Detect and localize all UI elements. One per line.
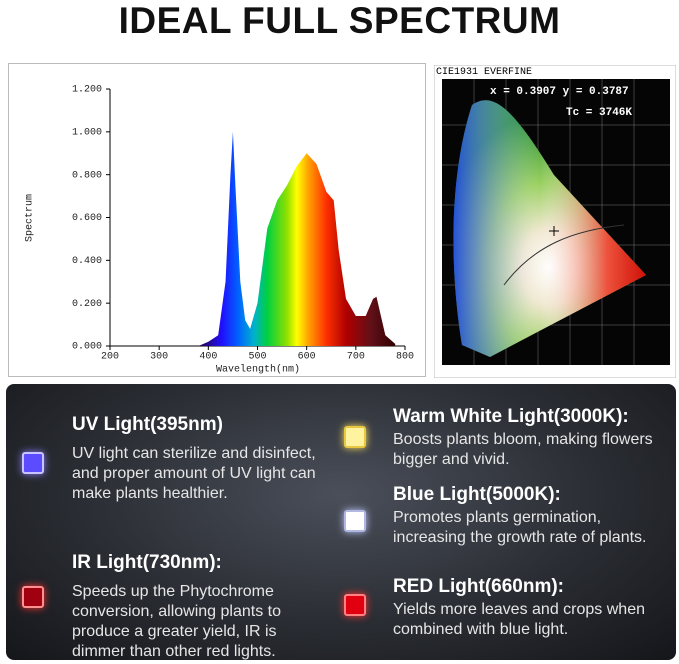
feature-text: Yields more leaves and crops when combin… — [393, 601, 645, 638]
feature: Warm White Light(3000K): Boosts plants b… — [393, 406, 673, 470]
cie-coords: x = 0.3907 y = 0.3787 — [490, 86, 629, 98]
feature: Blue Light(5000K): Promotes plants germi… — [393, 484, 673, 548]
feature-text: Speeds up the Phytochrome conversion, al… — [72, 583, 282, 660]
y-tick-label: 0.000 — [72, 342, 102, 353]
y-tick-label: 1.000 — [72, 127, 102, 138]
feature: IR Light(730nm): Speeds up the Phytochro… — [72, 552, 330, 662]
cie-locus-overlay — [453, 100, 646, 357]
x-tick-label: 800 — [396, 352, 414, 363]
feature-title: RED Light(660nm): — [393, 576, 564, 597]
y-axis-label: Spectrum — [25, 194, 36, 242]
x-tick-label: 600 — [298, 352, 316, 363]
feature-title: IR Light(730nm): — [72, 552, 222, 573]
title: IDEAL FULL SPECTRUM — [118, 0, 561, 41]
y-tick-label: 0.600 — [72, 213, 102, 224]
feature: RED Light(660nm): Yields more leaves and… — [393, 576, 673, 640]
feature-text: Promotes plants germination, increasing … — [393, 509, 647, 546]
x-tick-label: 200 — [101, 352, 119, 363]
y-tick-label: 0.400 — [72, 256, 102, 267]
blue-icon — [344, 510, 366, 532]
y-tick-label: 0.800 — [72, 170, 102, 181]
chart: Spectrum Wavelength(nm) 0.000 0.200 0.400 0… — [8, 63, 426, 377]
x-axis-label: Wavelength(nm) — [216, 364, 300, 376]
feature-text: UV light can sterilize and disinfect, an… — [72, 445, 316, 502]
feature-text: Boosts plants bloom, making flowers bigg… — [393, 431, 653, 468]
cie-title: CIE1931 EVERFINE — [436, 67, 532, 78]
feature-title: Warm White Light(3000K): — [393, 406, 629, 427]
x-tick-label: 300 — [150, 352, 168, 363]
red-icon — [344, 594, 366, 616]
feature-title: Blue Light(5000K): — [393, 484, 561, 505]
features-panel: UV Light(395nm) UV light can sterilize a… — [6, 384, 676, 660]
y-tick-label: 1.200 — [72, 85, 102, 96]
x-tick-label: 400 — [199, 352, 217, 363]
y-tick-label: 0.200 — [72, 299, 102, 310]
feature: UV Light(395nm) UV light can sterilize a… — [72, 414, 330, 504]
x-tick-label: 700 — [347, 352, 365, 363]
cie-diagram: CIE1931 EVERFINE x = 0.3907 y = 0.3787 T… — [434, 65, 676, 378]
x-tick-label: 500 — [248, 352, 266, 363]
spectrum-area — [198, 131, 396, 346]
feature-title: UV Light(395nm) — [72, 414, 223, 435]
ir-icon — [22, 586, 44, 608]
warm-white-icon — [344, 426, 366, 448]
uv-icon — [22, 452, 44, 474]
planckian-locus — [503, 224, 625, 286]
cie-tc: Tc = 3746K — [566, 107, 632, 119]
cie-marker — [549, 226, 559, 236]
